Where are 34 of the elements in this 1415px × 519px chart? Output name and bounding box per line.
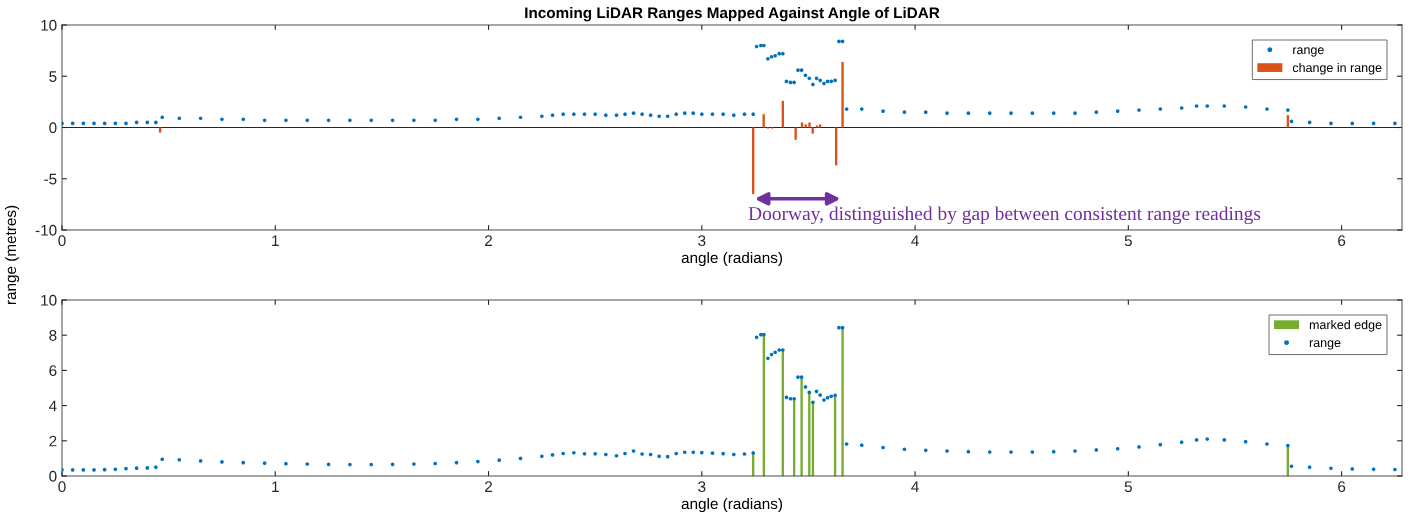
y-tick-label: 0: [49, 470, 57, 482]
y-tick-label: 6: [49, 365, 57, 377]
x-tick-label: 4: [911, 235, 919, 246]
y-tick-label: 10: [41, 19, 57, 31]
y-axis-title: range (metres): [4, 205, 20, 305]
annotation: Doorway, distinguished by gap between consistent range readings: [748, 206, 1261, 225]
x-tick-label: 0: [58, 481, 66, 493]
y-tick-label: -10: [35, 224, 57, 236]
x-tick-label: 6: [1338, 235, 1346, 247]
y-tick-label: 0: [49, 122, 57, 134]
legend-label: range: [1309, 340, 1341, 350]
x-tick-label: 1: [272, 481, 279, 492]
y-tick-label: 2: [49, 435, 57, 447]
x-axis-title: angle (radians): [681, 497, 783, 513]
chart-title: Incoming LiDAR Ranges Mapped Against Angle of LiDAR: [525, 6, 940, 22]
y-tick-label: 5: [49, 71, 57, 82]
y-tick-label: 4: [48, 400, 57, 412]
x-tick-label: 4: [911, 481, 919, 492]
legend-label: range: [1293, 47, 1324, 57]
y-tick-label: -5: [44, 173, 57, 185]
legend-label: change in range: [1292, 62, 1382, 75]
x-tick-label: 2: [485, 235, 493, 246]
legend-label: marked edge: [1309, 320, 1382, 332]
x-axis-title: angle (radians): [681, 251, 783, 267]
x-tick-label: 5: [1124, 235, 1132, 247]
x-tick-label: 5: [1124, 481, 1132, 493]
y-tick-label: 8: [49, 330, 57, 341]
y-tick-label: 10: [41, 294, 57, 306]
x-tick-label: 6: [1338, 481, 1346, 493]
x-tick-label: 0: [58, 235, 66, 247]
x-tick-label: 1: [272, 235, 279, 246]
x-tick-label: 3: [698, 481, 706, 493]
x-tick-label: 2: [485, 481, 493, 492]
x-tick-label: 3: [698, 235, 706, 247]
